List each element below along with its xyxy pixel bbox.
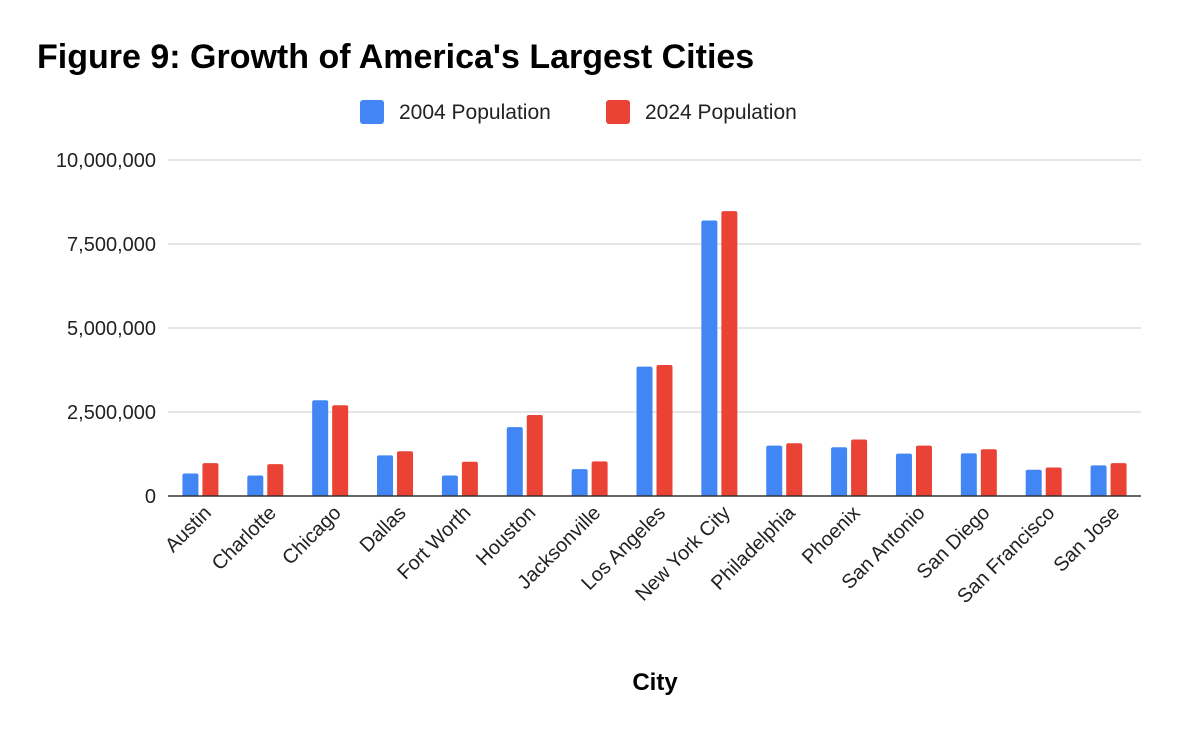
bar-2024-phoenix [851, 439, 868, 496]
bar-2024-san-francisco [1045, 467, 1062, 496]
x-tick-label: Dallas [356, 502, 411, 557]
bar-2024-austin [202, 463, 219, 496]
legend-label-2: 2024 Population [645, 101, 797, 124]
bar-2024-new-york-city [721, 211, 738, 496]
legend-swatch-2 [606, 100, 630, 124]
bar-2004-los-angeles [636, 366, 653, 496]
bar-2004-san-francisco [1025, 469, 1042, 496]
bar-2024-jacksonville [591, 461, 608, 496]
bar-2004-fort-worth [441, 475, 458, 496]
bar-2004-phoenix [831, 447, 848, 496]
y-tick-label: 7,500,000 [67, 234, 156, 256]
bar-2024-houston [526, 415, 543, 496]
bar-2004-philadelphia [766, 445, 783, 496]
legend-label-1: 2004 Population [399, 101, 551, 124]
y-tick-label: 10,000,000 [56, 150, 156, 172]
y-tick-label: 2,500,000 [67, 402, 156, 424]
legend: 2004 Population 2024 Population [360, 100, 797, 124]
x-tick-label: Charlotte [208, 502, 281, 575]
bar-2024-chicago [332, 405, 349, 496]
bar-2024-san-jose [1110, 463, 1127, 496]
y-axis: 0 2,500,000 5,000,000 7,500,000 10,000,000 [56, 150, 156, 508]
x-tick-label: San Jose [1050, 502, 1125, 577]
bar-2024-philadelphia [786, 443, 803, 496]
x-axis-title: City [632, 669, 678, 696]
bar-2024-san-antonio [915, 445, 932, 496]
bar-2004-jacksonville [571, 469, 588, 496]
bar-2004-san-diego [960, 453, 977, 496]
bar-2024-charlotte [267, 464, 284, 496]
bar-2004-austin [182, 473, 199, 496]
legend-swatch-1 [360, 100, 384, 124]
bar-2004-dallas [377, 455, 394, 496]
bar-2004-houston [506, 427, 523, 496]
y-tick-label: 0 [145, 486, 156, 508]
chart-title: Figure 9: Growth of America's Largest Ci… [37, 38, 754, 76]
bar-2024-los-angeles [656, 364, 673, 496]
bar-2004-san-antonio [895, 453, 912, 496]
bar-2004-chicago [312, 400, 329, 496]
bar-2004-san-jose [1090, 465, 1107, 496]
bar-2004-charlotte [247, 475, 264, 496]
bar-2024-dallas [397, 451, 414, 496]
x-tick-label: Phoenix [798, 502, 865, 569]
y-tick-label: 5,000,000 [67, 318, 156, 340]
x-tick-label: Chicago [278, 502, 345, 569]
x-tick-label: Houston [472, 502, 540, 570]
gridlines [168, 159, 1141, 413]
bar-2004-new-york-city [701, 220, 718, 497]
x-tick-label: Austin [161, 502, 216, 557]
bars [182, 211, 1127, 497]
bar-2024-san-diego [980, 449, 997, 496]
bar-2024-fort-worth [461, 461, 478, 496]
